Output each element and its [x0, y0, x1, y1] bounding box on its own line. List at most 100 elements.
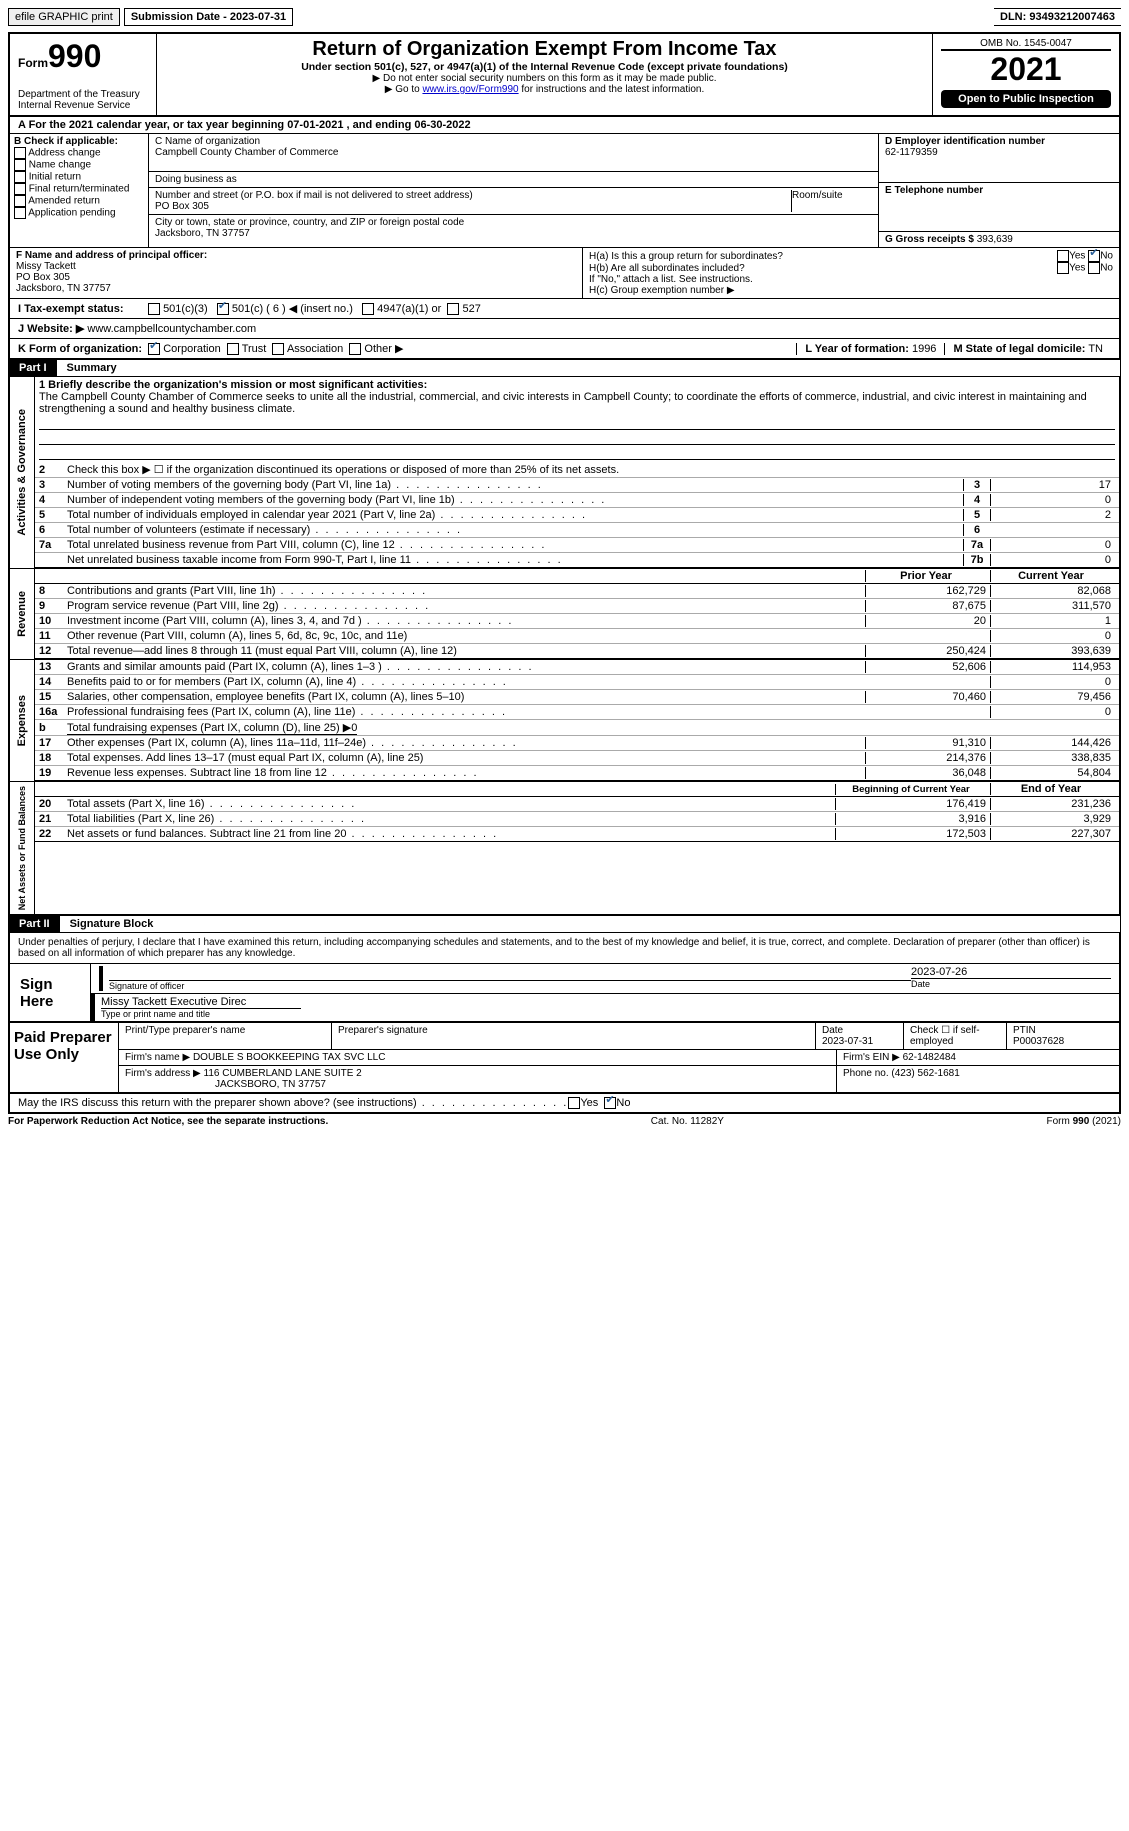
ptin: P00037628: [1013, 1036, 1064, 1047]
c17: 144,426: [990, 737, 1115, 749]
line-16a: Professional fundraising fees (Part IX, …: [67, 706, 865, 718]
c8: 82,068: [990, 585, 1115, 597]
p17: 91,310: [865, 737, 990, 749]
chk-4947[interactable]: 4947(a)(1) or: [362, 303, 441, 315]
sig-name: Missy Tackett Executive Direc: [101, 996, 1111, 1008]
line-l-label: L Year of formation:: [805, 343, 909, 355]
sig-name-label: Type or print name and title: [101, 1008, 301, 1019]
chk-trust[interactable]: Trust: [227, 343, 267, 355]
p10: 20: [865, 615, 990, 627]
p13: 52,606: [865, 661, 990, 673]
chk-other[interactable]: Other ▶: [349, 343, 403, 355]
chk-name-change[interactable]: Name change: [14, 159, 144, 171]
sig-date: 2023-07-26: [911, 966, 1111, 978]
firm-ein: 62-1482484: [903, 1052, 956, 1063]
c20: 231,236: [990, 798, 1115, 810]
line-j-label: J Website: ▶: [18, 322, 84, 335]
hdr-py: Prior Year: [865, 570, 990, 582]
ha-no[interactable]: No: [1088, 250, 1113, 262]
sig-date-label: Date: [911, 978, 1111, 989]
line-17: Other expenses (Part IX, column (A), lin…: [67, 737, 865, 749]
efile-print-button[interactable]: efile GRAPHIC print: [8, 8, 120, 26]
line-11: Other revenue (Part VIII, column (A), li…: [67, 630, 865, 642]
line-6: Total number of volunteers (estimate if …: [67, 524, 963, 536]
footer-mid: Cat. No. 11282Y: [328, 1116, 1046, 1127]
addr: PO Box 305: [155, 201, 785, 212]
chk-501c3[interactable]: 501(c)(3): [148, 303, 208, 315]
phone-label: E Telephone number: [885, 185, 1113, 196]
p15: 70,460: [865, 691, 990, 703]
p12: 250,424: [865, 645, 990, 657]
subtitle-2a: ▶ Do not enter social security numbers o…: [165, 73, 924, 84]
val-4: 0: [990, 494, 1115, 506]
hb-no[interactable]: No: [1088, 262, 1113, 274]
chk-final-return[interactable]: Final return/terminated: [14, 183, 144, 195]
chk-amended-return[interactable]: Amended return: [14, 195, 144, 207]
p18: 214,376: [865, 752, 990, 764]
line-7a: Total unrelated business revenue from Pa…: [67, 539, 963, 551]
line-14: Benefits paid to or for members (Part IX…: [67, 676, 865, 688]
val-7b: 0: [990, 554, 1115, 566]
prep-self-emp[interactable]: Check ☐ if self-employed: [904, 1023, 1007, 1049]
line-8: Contributions and grants (Part VIII, lin…: [67, 585, 865, 597]
line-22: Net assets or fund balances. Subtract li…: [67, 828, 835, 840]
prep-name-label: Print/Type preparer's name: [119, 1023, 332, 1049]
tax-year: 2021: [941, 50, 1111, 88]
hb-yes[interactable]: Yes: [1057, 262, 1085, 274]
c14: 0: [990, 676, 1115, 688]
chk-501c[interactable]: 501(c) ( 6 ) ◀ (insert no.): [217, 302, 353, 315]
p20: 176,419: [835, 798, 990, 810]
line-16b: Total fundraising expenses (Part IX, col…: [67, 721, 865, 734]
tab-ag: Activities & Governance: [14, 405, 30, 540]
ha-yes[interactable]: Yes: [1057, 250, 1085, 262]
line-18: Total expenses. Add lines 13–17 (must eq…: [67, 752, 865, 764]
line-i-label: I Tax-exempt status:: [18, 303, 148, 315]
ptin-label: PTIN: [1013, 1025, 1036, 1036]
firm-addr2: JACKSBORO, TN 37757: [215, 1079, 326, 1090]
form-title: Return of Organization Exempt From Incom…: [165, 38, 924, 61]
hc-label: H(c) Group exemption number ▶: [589, 285, 1113, 296]
line-4: Number of independent voting members of …: [67, 494, 963, 506]
tab-exp: Expenses: [14, 691, 30, 750]
chk-corp[interactable]: Corporation: [148, 343, 221, 355]
chk-527[interactable]: 527: [447, 303, 480, 315]
c21: 3,929: [990, 813, 1115, 825]
chk-initial-return[interactable]: Initial return: [14, 171, 144, 183]
prep-date-label: Date: [822, 1025, 843, 1036]
line-9: Program service revenue (Part VIII, line…: [67, 600, 865, 612]
firm-addr-label: Firm's address ▶: [125, 1068, 201, 1079]
box-b-title: B Check if applicable:: [14, 136, 144, 147]
line-21: Total liabilities (Part X, line 26): [67, 813, 835, 825]
p19: 36,048: [865, 767, 990, 779]
may-irs-no[interactable]: No: [604, 1097, 630, 1109]
paid-preparer-label: Paid Preparer Use Only: [10, 1023, 119, 1092]
city: Jacksboro, TN 37757: [155, 228, 872, 239]
footer-left: For Paperwork Reduction Act Notice, see …: [8, 1116, 328, 1127]
dln: DLN: 93493212007463: [994, 8, 1121, 26]
may-irs-yes[interactable]: Yes: [568, 1097, 598, 1109]
firm-name-label: Firm's name ▶: [125, 1052, 190, 1063]
chk-application-pending[interactable]: Application pending: [14, 207, 144, 219]
dba-label: Doing business as: [149, 172, 878, 188]
firm-ein-label: Firm's EIN ▶: [843, 1052, 900, 1063]
footer-right: Form 990 (2021): [1047, 1116, 1121, 1127]
p21: 3,916: [835, 813, 990, 825]
c16a: 0: [990, 706, 1115, 718]
gross-receipts-label: G Gross receipts $: [885, 234, 974, 245]
addr-label: Number and street (or P.O. box if mail i…: [155, 190, 785, 201]
val-7a: 0: [990, 539, 1115, 551]
p22: 172,503: [835, 828, 990, 840]
irs-link[interactable]: www.irs.gov/Form990: [422, 84, 518, 95]
dept-treasury: Department of the Treasury Internal Reve…: [18, 89, 148, 111]
sig-officer-label: Signature of officer: [109, 980, 911, 991]
chk-assoc[interactable]: Association: [272, 343, 343, 355]
line-k-label: K Form of organization:: [18, 343, 142, 355]
line-12: Total revenue—add lines 8 through 11 (mu…: [67, 645, 865, 657]
val-5: 2: [990, 509, 1115, 521]
part1-title: Summary: [57, 360, 127, 376]
part2-title: Signature Block: [60, 916, 164, 932]
chk-address-change[interactable]: Address change: [14, 147, 144, 159]
line-3: Number of voting members of the governin…: [67, 479, 963, 491]
mission-text: The Campbell County Chamber of Commerce …: [39, 391, 1115, 415]
c9: 311,570: [990, 600, 1115, 612]
